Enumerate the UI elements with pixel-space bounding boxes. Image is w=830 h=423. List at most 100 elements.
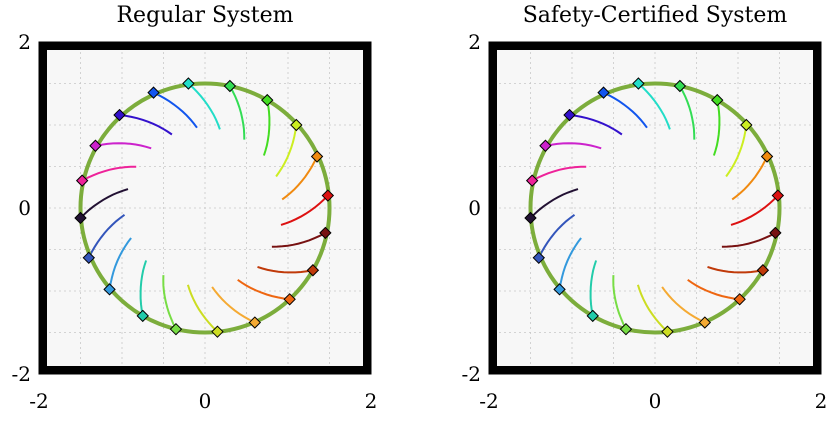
chart-title: Regular System <box>116 3 293 28</box>
x-tick-label: 0 <box>199 389 212 413</box>
agent-marker <box>597 86 610 99</box>
agent-trail <box>211 286 256 324</box>
agent-marker <box>103 283 116 296</box>
agent-trail <box>119 114 173 136</box>
agent-marker <box>619 322 633 336</box>
agent-trail <box>637 82 671 130</box>
agent-marker <box>740 118 753 132</box>
agent-trail <box>707 265 764 274</box>
agent-trail <box>108 237 132 290</box>
agent-marker <box>169 322 183 336</box>
agent-trail <box>79 188 129 219</box>
x-tick-label: -2 <box>479 389 498 413</box>
x-tick-label: 2 <box>815 389 828 413</box>
agent-marker <box>733 293 746 306</box>
agents <box>74 77 335 338</box>
agent-trail <box>153 91 198 129</box>
agent-trail <box>95 142 152 150</box>
agent-trail <box>721 232 776 248</box>
trails <box>79 82 329 333</box>
y-tick-label: -2 <box>462 362 481 386</box>
agent-marker <box>306 264 320 277</box>
boundary-square <box>39 42 371 374</box>
agent-trail <box>187 82 221 130</box>
agent-marker <box>319 226 332 240</box>
y-tick-label: 2 <box>18 30 31 54</box>
agent-marker <box>563 108 576 122</box>
y-tick-label: -2 <box>12 362 31 386</box>
agent-marker <box>632 77 645 90</box>
agent-marker <box>136 309 149 323</box>
agent-trail <box>661 286 706 324</box>
agent-trail <box>186 284 219 333</box>
agent-trail <box>725 124 748 178</box>
agent-trail <box>280 194 329 226</box>
agent-marker <box>661 325 674 338</box>
agent-trail <box>712 99 721 156</box>
agent-marker <box>553 283 566 296</box>
agent-trail <box>237 278 290 301</box>
agent-marker <box>75 174 89 187</box>
agent-trail <box>139 260 148 317</box>
x-tick-label: -2 <box>29 389 48 413</box>
agent-marker <box>211 325 224 338</box>
agent-trail <box>537 213 576 259</box>
agent-marker <box>525 174 539 187</box>
agent-marker <box>310 150 324 163</box>
agent-marker <box>756 264 770 277</box>
agent-trail <box>636 284 669 333</box>
chart-title: Safety-Certified System <box>523 3 788 28</box>
agent-trail <box>687 278 740 301</box>
agent-marker <box>74 211 87 225</box>
agent-marker <box>673 79 687 93</box>
reference-circle <box>78 81 332 335</box>
agent-marker <box>711 93 724 107</box>
agent-trail <box>612 275 627 330</box>
agent-marker <box>769 226 782 240</box>
agent-marker <box>539 139 552 152</box>
agent-trail <box>730 194 779 226</box>
x-tick-label: 0 <box>649 389 662 413</box>
agent-trail <box>257 265 314 274</box>
y-tick-label: 2 <box>468 30 481 54</box>
agent-trail <box>531 165 587 182</box>
agent-trail <box>589 260 598 317</box>
agent-trail <box>731 156 768 201</box>
panel-regular-system: Regular System -2 0 2 -2 0 2 <box>12 3 378 413</box>
agent-marker <box>261 93 274 107</box>
agent-marker <box>586 309 599 323</box>
reference-circle <box>528 81 782 335</box>
agent-trail <box>679 85 696 140</box>
agent-trail <box>271 232 326 248</box>
agent-trail <box>229 85 246 140</box>
agent-trail <box>87 213 126 259</box>
agent-marker <box>760 150 774 163</box>
agent-trail <box>162 275 177 330</box>
agent-trail <box>603 91 648 129</box>
agent-marker <box>89 139 102 152</box>
agent-marker <box>771 189 785 202</box>
agent-marker <box>182 77 195 90</box>
y-tick-label: 0 <box>468 196 481 220</box>
agent-trail <box>545 142 602 150</box>
agent-marker <box>283 293 296 306</box>
agent-trail <box>558 237 582 290</box>
agent-trail <box>529 188 579 219</box>
agent-trail <box>275 124 298 178</box>
agent-trail <box>569 114 623 136</box>
trails <box>529 82 779 333</box>
agent-marker <box>82 251 96 265</box>
agent-trail <box>81 165 137 182</box>
x-tick-label: 2 <box>365 389 378 413</box>
boundary-square <box>489 42 821 374</box>
agent-marker <box>248 316 262 329</box>
agent-marker <box>532 251 546 265</box>
agent-marker <box>290 118 303 132</box>
agent-marker <box>223 79 237 93</box>
y-tick-label: 0 <box>18 196 31 220</box>
agent-marker <box>524 211 537 225</box>
agents <box>524 77 785 338</box>
agent-marker <box>147 86 160 99</box>
